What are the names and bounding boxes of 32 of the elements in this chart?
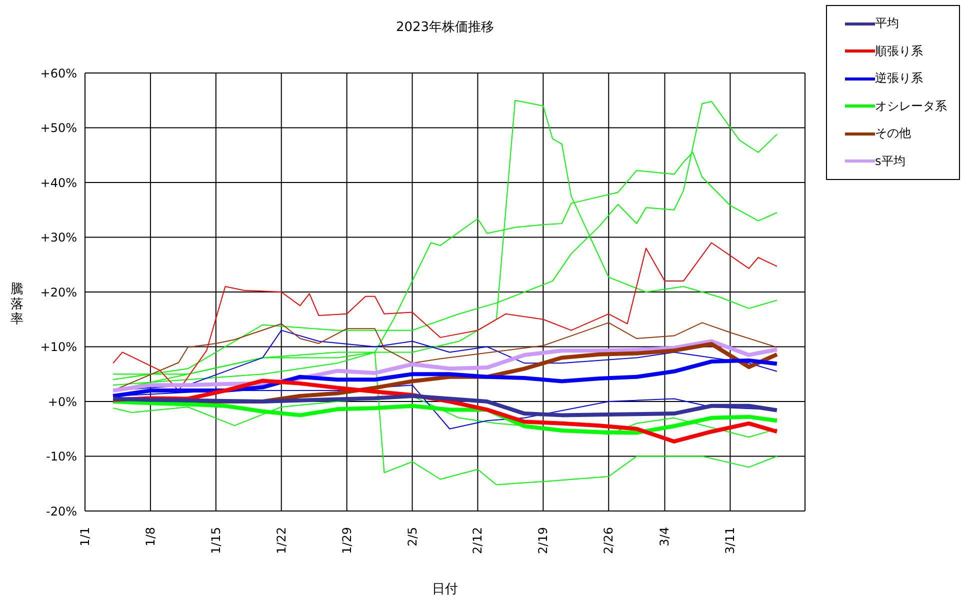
- legend-label: s平均: [875, 152, 906, 170]
- x-tick-label: 1/1: [78, 527, 92, 546]
- line-series: [112, 242, 778, 392]
- x-tick-label: 1/15: [208, 527, 223, 554]
- y-tick-label: +60%: [40, 66, 77, 80]
- x-tick-label: 3/4: [658, 527, 672, 546]
- y-tick-label: +20%: [40, 285, 77, 300]
- x-axis-title: 日付: [431, 581, 459, 598]
- x-tick-label: 2/19: [536, 527, 550, 554]
- x-tick-label: 2/5: [405, 527, 420, 546]
- x-tick-label: 1/8: [143, 527, 158, 546]
- y-tick-label: -20%: [46, 504, 77, 518]
- y-tick-label: -10%: [46, 450, 77, 464]
- x-tick-label: 3/11: [723, 527, 738, 554]
- y-axis-title: 騰落率: [10, 282, 24, 327]
- y-tick-label: +40%: [40, 176, 77, 190]
- y-tick-label: +30%: [40, 230, 77, 245]
- legend-label: 平均: [875, 15, 899, 32]
- y-tick-label: +50%: [40, 121, 77, 136]
- x-tick-label: 2/12: [470, 527, 485, 554]
- x-tick-label: 2/26: [602, 527, 616, 554]
- legend-label: オシレータ系: [875, 98, 947, 115]
- line-series: [111, 339, 779, 393]
- x-tick-label: 1/22: [274, 527, 288, 554]
- legend-label: 逆張り系: [875, 70, 923, 88]
- x-tick-label: 1/29: [340, 527, 354, 554]
- legend-label: 順張り系: [875, 42, 923, 60]
- legend-label: その他: [875, 125, 911, 142]
- y-tick-label: +0%: [48, 394, 77, 409]
- line-series: [111, 394, 779, 418]
- chart-title: 2023年株価推移: [394, 19, 496, 36]
- y-tick-label: +10%: [40, 340, 77, 354]
